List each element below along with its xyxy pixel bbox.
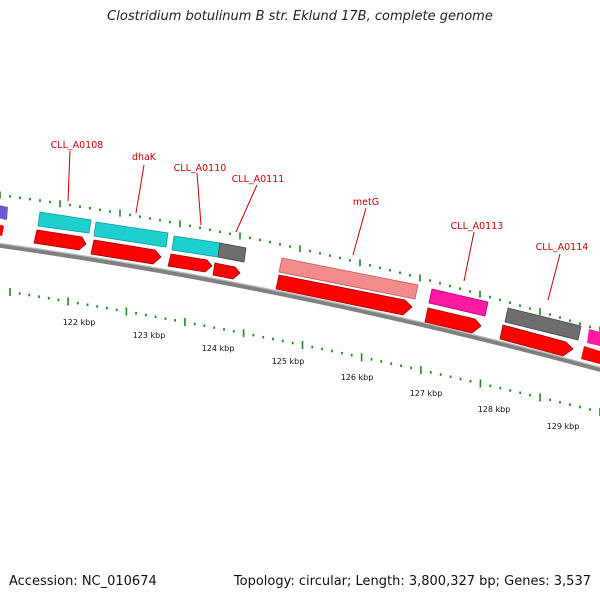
scale-label-127: 127 kbp — [410, 389, 443, 398]
scale-label-125: 125 kbp — [272, 357, 305, 366]
scale-label-124: 124 kbp — [202, 344, 235, 353]
cds-arrow-3[interactable] — [167, 253, 213, 273]
gene-box-cll-a0110[interactable] — [171, 235, 221, 258]
gene-box-cll-a0111[interactable] — [217, 242, 247, 263]
gene-label-cll-a0111[interactable]: CLL_A0111 — [232, 174, 285, 185]
gene-box-dhak[interactable] — [93, 221, 169, 248]
scale-label-128: 128 kbp — [478, 405, 511, 414]
scale-labels: 122 kbp 123 kbp 124 kbp 125 kbp 126 kbp … — [63, 318, 580, 431]
gene-label-cll-a0114[interactable]: CLL_A0114 — [536, 242, 589, 253]
map-title: Clostridium botulinum B str. Eklund 17B,… — [107, 9, 493, 24]
cds-track — [0, 224, 600, 364]
gene-label-dhak[interactable]: dhaK — [132, 152, 157, 163]
gene-label-cll-a0110[interactable]: CLL_A0110 — [174, 163, 227, 174]
cds-arrow-6[interactable] — [424, 307, 482, 334]
genome-backbone — [0, 242, 600, 372]
scale-label-122: 122 kbp — [63, 318, 96, 327]
gene-label-metg[interactable]: metG — [353, 197, 379, 208]
cds-arrow-1[interactable] — [33, 229, 87, 251]
accession-text: Accession: NC_010674 — [9, 574, 157, 589]
gene-labels: CLL_A0108 dhaK CLL_A0110 CLL_A0111 metG … — [51, 140, 589, 253]
cds-arrow-2[interactable] — [90, 239, 162, 265]
genome-summary-text: Topology: circular; Length: 3,800,327 bp… — [233, 574, 591, 589]
gene-box-cll-a0108[interactable] — [37, 211, 92, 234]
gene-label-cll-a0108[interactable]: CLL_A0108 — [51, 140, 104, 151]
cds-arrow-right-edge[interactable] — [581, 346, 600, 364]
gene-track — [0, 205, 600, 346]
gene-box-left-edge[interactable] — [0, 205, 8, 220]
cds-arrow-5[interactable] — [275, 274, 413, 316]
gene-box-cll-a0113[interactable] — [428, 288, 489, 317]
gene-box-right-edge[interactable] — [587, 329, 600, 346]
cds-arrow-4[interactable] — [212, 262, 241, 280]
scale-label-126: 126 kbp — [341, 373, 374, 382]
scale-label-123: 123 kbp — [133, 331, 166, 340]
gene-box-metg[interactable] — [278, 257, 419, 300]
cds-arrow-7[interactable] — [499, 324, 574, 357]
upper-tick-row — [0, 191, 600, 334]
gene-label-cll-a0113[interactable]: CLL_A0113 — [451, 221, 504, 232]
label-leaders — [67, 150, 561, 301]
scale-label-129: 129 kbp — [547, 422, 580, 431]
gene-box-cll-a0114[interactable] — [504, 307, 582, 341]
cds-arrow-left-edge[interactable] — [0, 224, 4, 236]
lower-tick-row — [9, 288, 600, 416]
